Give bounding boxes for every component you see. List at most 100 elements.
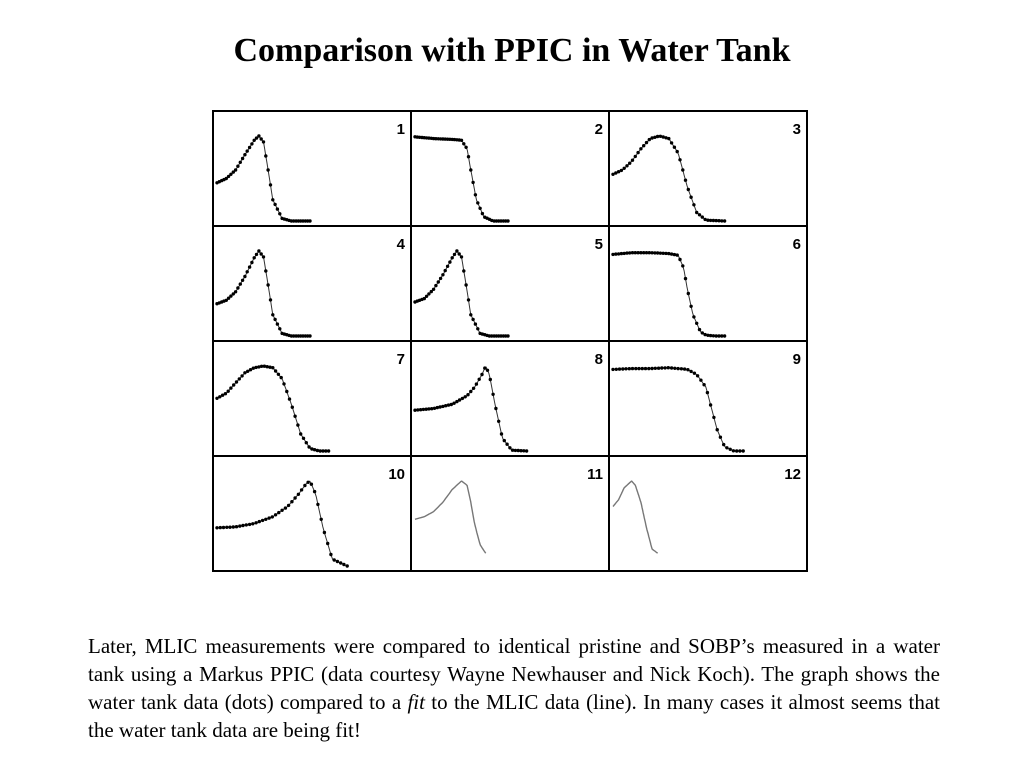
panel-9-data-point <box>660 366 664 370</box>
panel-8-data-point <box>463 395 467 399</box>
panel-9-data-point <box>689 369 693 374</box>
panel-5-data-point <box>422 296 426 301</box>
panel-10-data-point <box>329 552 333 557</box>
panel-9-data-point <box>669 366 674 370</box>
panel-10-data-point <box>319 517 323 521</box>
panel-3-data-point <box>661 135 665 139</box>
panel-6-data-point <box>628 251 632 255</box>
panel-4-data-point <box>257 249 261 253</box>
panel-1-data-point <box>250 142 254 146</box>
panel-8-data-point <box>524 449 529 453</box>
panel-9-data-point <box>676 366 680 371</box>
panel-10-data-point <box>260 518 265 523</box>
panel-4-data-point <box>273 317 277 322</box>
panel-10-data-point <box>342 562 346 567</box>
panel-3-data-point <box>683 178 688 182</box>
panel-4-data-point <box>229 294 233 298</box>
panel-5-data-point <box>424 294 429 298</box>
panel-8-data-point <box>516 448 520 453</box>
panel-3-data-point <box>678 158 682 162</box>
panel-7-data-point <box>268 365 272 369</box>
panel-9-data-point <box>708 403 713 407</box>
panel-7-data-point <box>287 397 292 401</box>
panel-8-data-point <box>435 405 439 410</box>
panel-11: 11 <box>414 466 603 554</box>
panel-1-data-point <box>226 174 231 179</box>
panel-6-data-point <box>695 321 699 325</box>
panel-7-data-point <box>312 448 317 452</box>
panel-4-data-point <box>275 322 280 326</box>
panel-3-data-point <box>616 170 621 174</box>
panel-6-data-point <box>611 252 615 257</box>
panel-6: 6 <box>611 236 801 338</box>
panel-4: 4 <box>215 236 406 338</box>
panel-5-data-point <box>464 283 468 287</box>
panel-7-data-point <box>229 386 233 390</box>
panel-7-data-point <box>232 383 236 387</box>
panel-10-data-point <box>332 558 336 562</box>
panel-2-data-point <box>469 168 473 172</box>
panel-grid-chart: 1 2 34 5 67 8 910 11 12 <box>212 110 808 572</box>
panel-2-number: 2 <box>595 121 603 138</box>
panel-6-data-point <box>675 253 679 257</box>
panel-10-data-point <box>339 561 343 565</box>
panel-6-data-point <box>683 276 688 281</box>
panel-7-data-point <box>285 389 289 394</box>
panel-3-data-point <box>711 218 716 223</box>
panel-4-data-point <box>245 270 249 274</box>
panel-3-data-point <box>633 154 637 159</box>
panel-4-number: 4 <box>397 236 406 253</box>
panel-3-data-point <box>717 219 721 223</box>
panel-6-data-point <box>678 257 682 262</box>
panel-7-data-point <box>315 448 320 453</box>
panel-10-data-point <box>234 525 239 529</box>
panel-8-data-point <box>424 407 428 411</box>
panel-1-data-point <box>268 183 273 187</box>
panel-7-data-point <box>290 405 294 409</box>
panel-10-data-point <box>218 525 222 530</box>
panel-5-data-point <box>490 334 494 338</box>
panel-5-data-point <box>436 280 440 284</box>
panel-4-data-point <box>271 313 275 317</box>
panel-8-data-point <box>418 408 423 412</box>
panel-7-data-point <box>240 374 244 378</box>
panel-5-data-point <box>455 249 459 253</box>
panel-3-data-point <box>655 134 660 139</box>
panel-2-data-point <box>471 180 475 185</box>
panel-9-data-point <box>614 367 618 371</box>
panel-3-data-point <box>667 136 671 141</box>
panel-9-data-point <box>630 366 635 371</box>
panel-3-data-point <box>622 166 626 170</box>
panel-1-data-point <box>254 136 259 140</box>
panel-3-data-point <box>700 215 704 219</box>
panel-9-data-point <box>722 442 726 447</box>
panel-9-number: 9 <box>793 351 801 368</box>
panel-8-data-point <box>502 438 506 443</box>
panel-6-data-point <box>653 251 657 255</box>
panel-4-data-point <box>266 283 270 287</box>
panel-6-data-point <box>614 252 618 256</box>
panel-9-data-point <box>692 371 697 375</box>
panel-5-data-point <box>441 273 445 277</box>
panel-3-data-point <box>614 171 618 175</box>
panel-7-data-point <box>276 372 281 376</box>
panel-1-data-point <box>224 176 228 181</box>
panel-9-data-point <box>673 366 677 370</box>
panel-3-data-point <box>669 141 674 145</box>
panel-10-data-point <box>290 500 294 504</box>
panel-1-data-point <box>301 219 305 223</box>
panel-6-data-point <box>700 331 704 335</box>
panel-6-data-point <box>703 332 707 337</box>
panel-4-data-point <box>236 286 240 290</box>
panel-10-data-point <box>251 522 255 526</box>
panel-7-data-point <box>304 441 308 445</box>
panel-8-data-point <box>441 404 445 409</box>
panel-4-data-point <box>240 278 245 282</box>
panel-8-data-point <box>488 377 492 382</box>
panel-5-data-point <box>506 334 510 338</box>
panel-3-number: 3 <box>793 121 801 138</box>
panel-7-data-point <box>248 368 253 372</box>
panel-8-data-point <box>413 408 417 412</box>
panel-8-data-point <box>519 449 523 453</box>
